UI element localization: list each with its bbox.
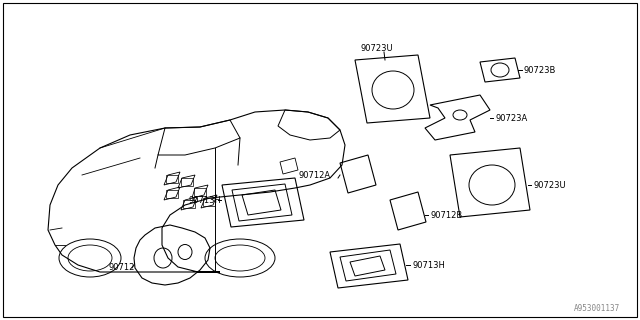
Text: 90723A: 90723A xyxy=(495,114,527,123)
Text: 90723U: 90723U xyxy=(533,180,566,189)
Text: A953001137: A953001137 xyxy=(573,304,620,313)
Text: 90712A: 90712A xyxy=(298,171,330,180)
Text: 90712: 90712 xyxy=(108,263,134,273)
Text: 90713H: 90713H xyxy=(188,196,221,204)
Text: 90723U: 90723U xyxy=(360,44,392,52)
Text: 90723B: 90723B xyxy=(524,66,556,75)
Text: 90713H: 90713H xyxy=(412,260,445,269)
Text: 90712B: 90712B xyxy=(430,211,462,220)
